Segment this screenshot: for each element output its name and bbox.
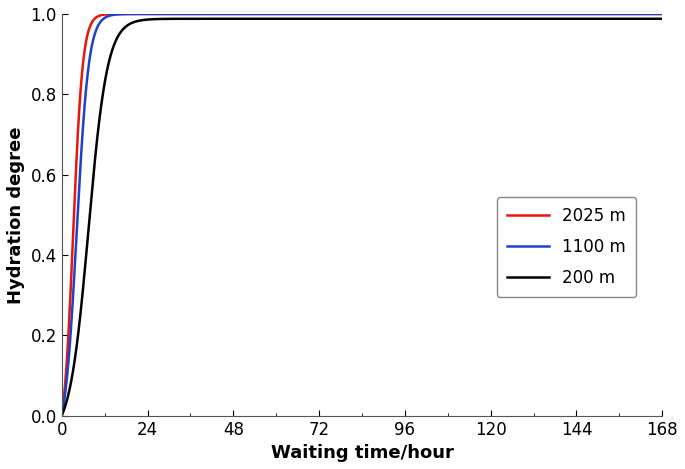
1100 m	[292, 11, 300, 17]
2025 m	[506, 11, 514, 17]
Y-axis label: Hydration degree: Hydration degree	[7, 126, 25, 303]
1100 m	[551, 11, 560, 17]
2025 m	[551, 11, 560, 17]
1100 m	[418, 11, 426, 17]
200 m	[58, 413, 66, 418]
2025 m	[448, 11, 456, 17]
Line: 1100 m: 1100 m	[62, 14, 662, 416]
Line: 2025 m: 2025 m	[62, 14, 662, 416]
2025 m	[658, 11, 667, 17]
1100 m	[448, 11, 456, 17]
2025 m	[166, 11, 175, 17]
2025 m	[58, 413, 66, 418]
1100 m	[166, 11, 175, 17]
200 m	[418, 16, 426, 22]
2025 m	[244, 11, 252, 17]
200 m	[287, 16, 295, 22]
200 m	[506, 16, 514, 22]
200 m	[430, 16, 438, 22]
Legend: 2025 m, 1100 m, 200 m: 2025 m, 1100 m, 200 m	[497, 197, 636, 297]
200 m	[658, 16, 667, 22]
2025 m	[287, 11, 295, 17]
200 m	[166, 16, 175, 22]
1100 m	[506, 11, 514, 17]
1100 m	[58, 413, 66, 418]
1100 m	[287, 11, 295, 17]
2025 m	[418, 11, 426, 17]
200 m	[448, 16, 456, 22]
1100 m	[658, 11, 667, 17]
200 m	[551, 16, 560, 22]
Line: 200 m: 200 m	[62, 19, 662, 416]
X-axis label: Waiting time/hour: Waiting time/hour	[271, 444, 453, 462]
